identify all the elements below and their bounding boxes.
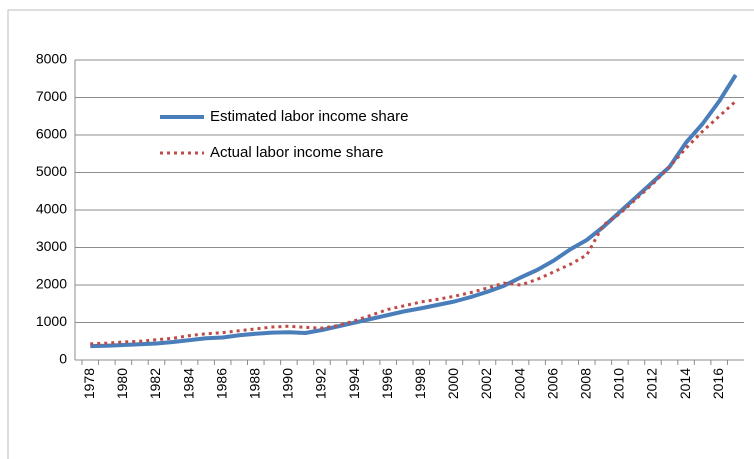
x-tick-label: 1994 [346, 368, 362, 399]
x-tick-label: 1996 [379, 368, 395, 399]
x-tick-label: 1982 [147, 368, 163, 399]
y-tick-label: 1000 [36, 313, 67, 329]
legend-label: Estimated labor income share [210, 108, 408, 125]
legend-label: Actual labor income share [210, 144, 383, 161]
x-tick-label: 2008 [577, 368, 593, 399]
x-tick-label: 2004 [511, 368, 527, 399]
y-tick-label: 0 [59, 351, 67, 367]
x-tick-label: 1988 [246, 368, 262, 399]
x-tick-label: 2000 [445, 368, 461, 399]
x-tick-label: 1986 [213, 368, 229, 399]
y-tick-label: 7000 [36, 88, 67, 104]
y-tick-label: 2000 [36, 276, 67, 292]
x-tick-label: 2006 [544, 368, 560, 399]
x-tick-label: 1990 [280, 368, 296, 399]
x-tick-label: 1998 [412, 368, 428, 399]
x-tick-label: 2010 [611, 368, 627, 399]
x-tick-label: 1984 [180, 368, 196, 399]
x-tick-label: 1992 [313, 368, 329, 399]
y-tick-label: 6000 [36, 126, 67, 142]
chart-frame [7, 9, 754, 459]
x-tick-label: 2014 [677, 368, 693, 399]
x-tick-label: 2002 [478, 368, 494, 399]
x-tick-label: 2012 [644, 368, 660, 399]
y-tick-label: 3000 [36, 238, 67, 254]
x-tick-label: 2016 [710, 368, 726, 399]
y-tick-label: 5000 [36, 163, 67, 179]
x-tick-label: 1980 [114, 368, 130, 399]
x-tick-label: 1978 [81, 368, 97, 399]
y-tick-label: 8000 [36, 51, 67, 67]
series-line [90, 100, 737, 346]
y-tick-label: 4000 [36, 201, 67, 217]
